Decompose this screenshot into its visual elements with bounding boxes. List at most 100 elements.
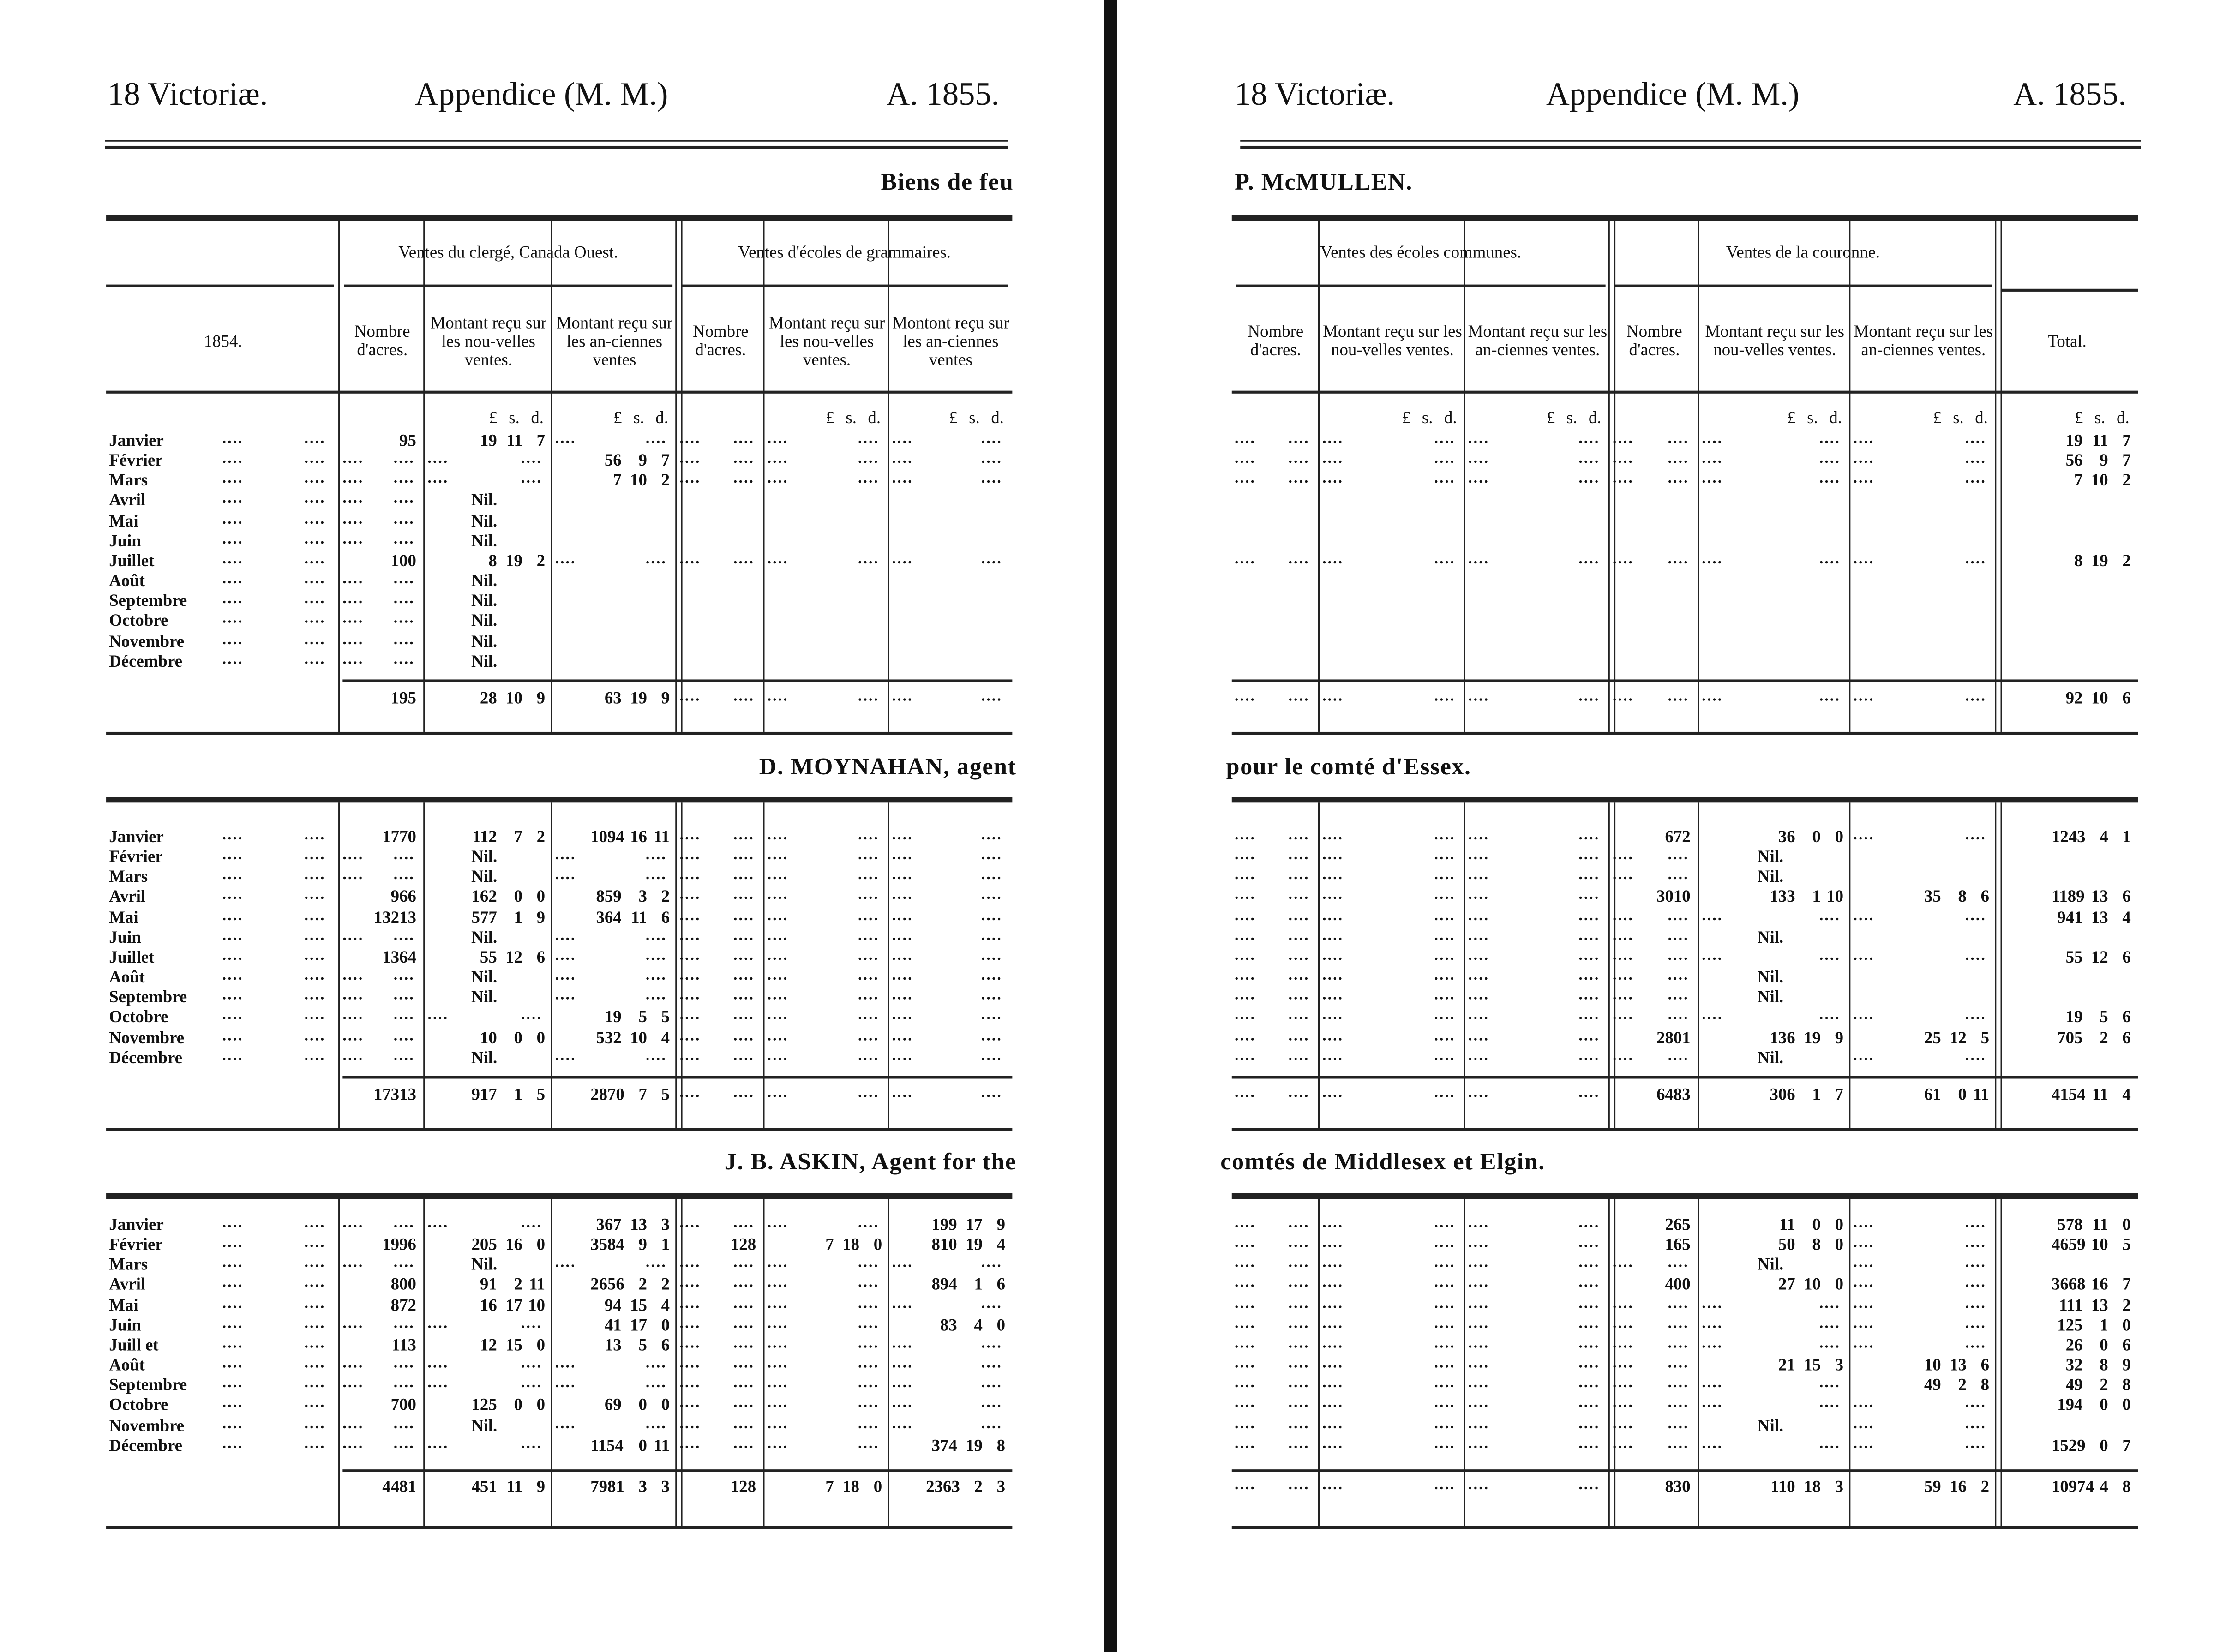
total-rule (1231, 1076, 2138, 1079)
dot-leader: .... (555, 1047, 576, 1064)
dot-leader: .... (1468, 1395, 1490, 1412)
dot-leader: .... (733, 1294, 755, 1312)
dot-leader: .... (1434, 967, 1456, 984)
right-page-year: A. 1855. (2013, 76, 2127, 112)
dot-leader: .... (981, 1007, 1002, 1024)
dot-leader: .... (1468, 1254, 1490, 1272)
pence: 2 (661, 1275, 670, 1295)
pounds: 3584 (590, 1234, 624, 1255)
pounds: 13 (604, 1335, 622, 1355)
currency-units: £ s. d. (1402, 407, 1457, 428)
dot-leader: .... (858, 826, 879, 844)
pounds: 49 (2065, 1375, 2083, 1395)
dot-leader: .... (1965, 550, 1986, 568)
shillings: 17 (505, 1294, 522, 1315)
dot-leader: .... (427, 1315, 449, 1332)
dot-leader: .... (304, 1315, 326, 1332)
shillings: 10 (505, 688, 522, 708)
dot-leader: .... (1819, 450, 1841, 467)
table-cell: Nil. (471, 846, 498, 867)
column-divider (1995, 221, 2002, 732)
dot-leader: .... (1668, 1294, 1689, 1312)
dot-leader: .... (342, 1354, 364, 1372)
pence: 0 (536, 1234, 546, 1255)
header-rule (2000, 288, 2138, 292)
column-divider (888, 221, 889, 732)
pounds: 306 (1770, 1084, 1795, 1104)
shillings: 5 (638, 1007, 647, 1027)
shillings: 1 (2100, 1315, 2108, 1335)
pence: 0 (873, 1476, 882, 1496)
dot-leader: .... (1578, 450, 1600, 467)
dot-leader: .... (733, 826, 755, 844)
dot-leader: .... (858, 430, 879, 448)
dot-leader: .... (1578, 1354, 1600, 1372)
pence: 1 (2122, 826, 2131, 847)
dot-leader: .... (1965, 946, 1986, 964)
table-cell: 1529 0 7 (1996, 1435, 2131, 1454)
dot-leader: .... (1288, 1254, 1310, 1272)
dot-leader: .... (521, 450, 542, 467)
dot-leader: .... (1434, 1294, 1456, 1312)
dot-leader: .... (892, 1354, 913, 1372)
dot-leader: .... (1234, 946, 1256, 964)
dot-leader: .... (858, 1315, 879, 1332)
dot-leader: .... (1468, 1476, 1490, 1494)
column-divider (1464, 802, 1465, 1128)
table-cell: 3668 16 7 (1996, 1275, 2131, 1294)
dot-leader: .... (1434, 1354, 1456, 1372)
dot-leader: .... (1322, 826, 1344, 844)
dot-leader: .... (342, 470, 364, 488)
dot-leader: .... (222, 470, 244, 488)
dot-leader: .... (1965, 688, 1986, 705)
dot-leader: .... (222, 1315, 244, 1332)
column-divider (1698, 221, 1699, 732)
table-cell: 578 11 0 (1996, 1215, 2131, 1234)
dot-leader: .... (1288, 1047, 1310, 1064)
total-rule (342, 1469, 1013, 1472)
dot-leader: .... (1819, 907, 1841, 924)
dot-leader: .... (981, 867, 1002, 884)
dot-leader: .... (1578, 1047, 1600, 1064)
dot-leader: .... (981, 1354, 1002, 1372)
table-cell: Nil. (1757, 927, 1784, 947)
dot-leader: .... (1853, 1275, 1875, 1292)
dot-leader: .... (1578, 946, 1600, 964)
dot-leader: .... (427, 450, 449, 467)
dot-leader: .... (393, 1354, 415, 1372)
table-cell: 13 5 6 (552, 1335, 670, 1354)
pence: 5 (1980, 1027, 1989, 1047)
month-label: Décembre (109, 1435, 182, 1455)
pounds: 2870 (590, 1084, 624, 1104)
shillings: 1 (1812, 886, 1821, 907)
dot-leader: .... (427, 1354, 449, 1372)
month-label: Juill et (109, 1335, 159, 1355)
pence: 3 (996, 1476, 1005, 1496)
dot-leader: .... (222, 1294, 244, 1312)
dot-leader: .... (679, 1254, 701, 1272)
dot-leader: .... (1322, 1234, 1344, 1252)
dot-leader: .... (858, 688, 879, 705)
dot-leader: .... (1322, 470, 1344, 488)
dot-leader: .... (1668, 927, 1689, 944)
pounds: 19 (2065, 430, 2083, 450)
table-cell: 810 19 4 (889, 1234, 1005, 1254)
shillings: 19 (2091, 550, 2108, 570)
dot-leader: .... (767, 927, 789, 944)
shillings: 16 (1950, 1476, 1967, 1496)
dot-leader: .... (222, 1234, 244, 1252)
dot-leader: .... (304, 1275, 326, 1292)
month-label: Septembre (109, 590, 187, 611)
dot-leader: .... (1578, 907, 1600, 924)
pounds: 110 (1770, 1476, 1795, 1496)
dot-leader: .... (222, 907, 244, 924)
dot-leader: .... (304, 886, 326, 904)
shillings: 0 (1812, 1215, 1821, 1234)
table-cell: 265 (1665, 1215, 1691, 1234)
dot-leader: .... (521, 1315, 542, 1332)
pounds: 194 (2057, 1395, 2083, 1415)
table-cell: 10 0 0 (425, 1027, 545, 1047)
pounds: 111 (2059, 1294, 2083, 1315)
pence: 6 (996, 1275, 1005, 1295)
pence: 0 (2122, 1215, 2131, 1234)
